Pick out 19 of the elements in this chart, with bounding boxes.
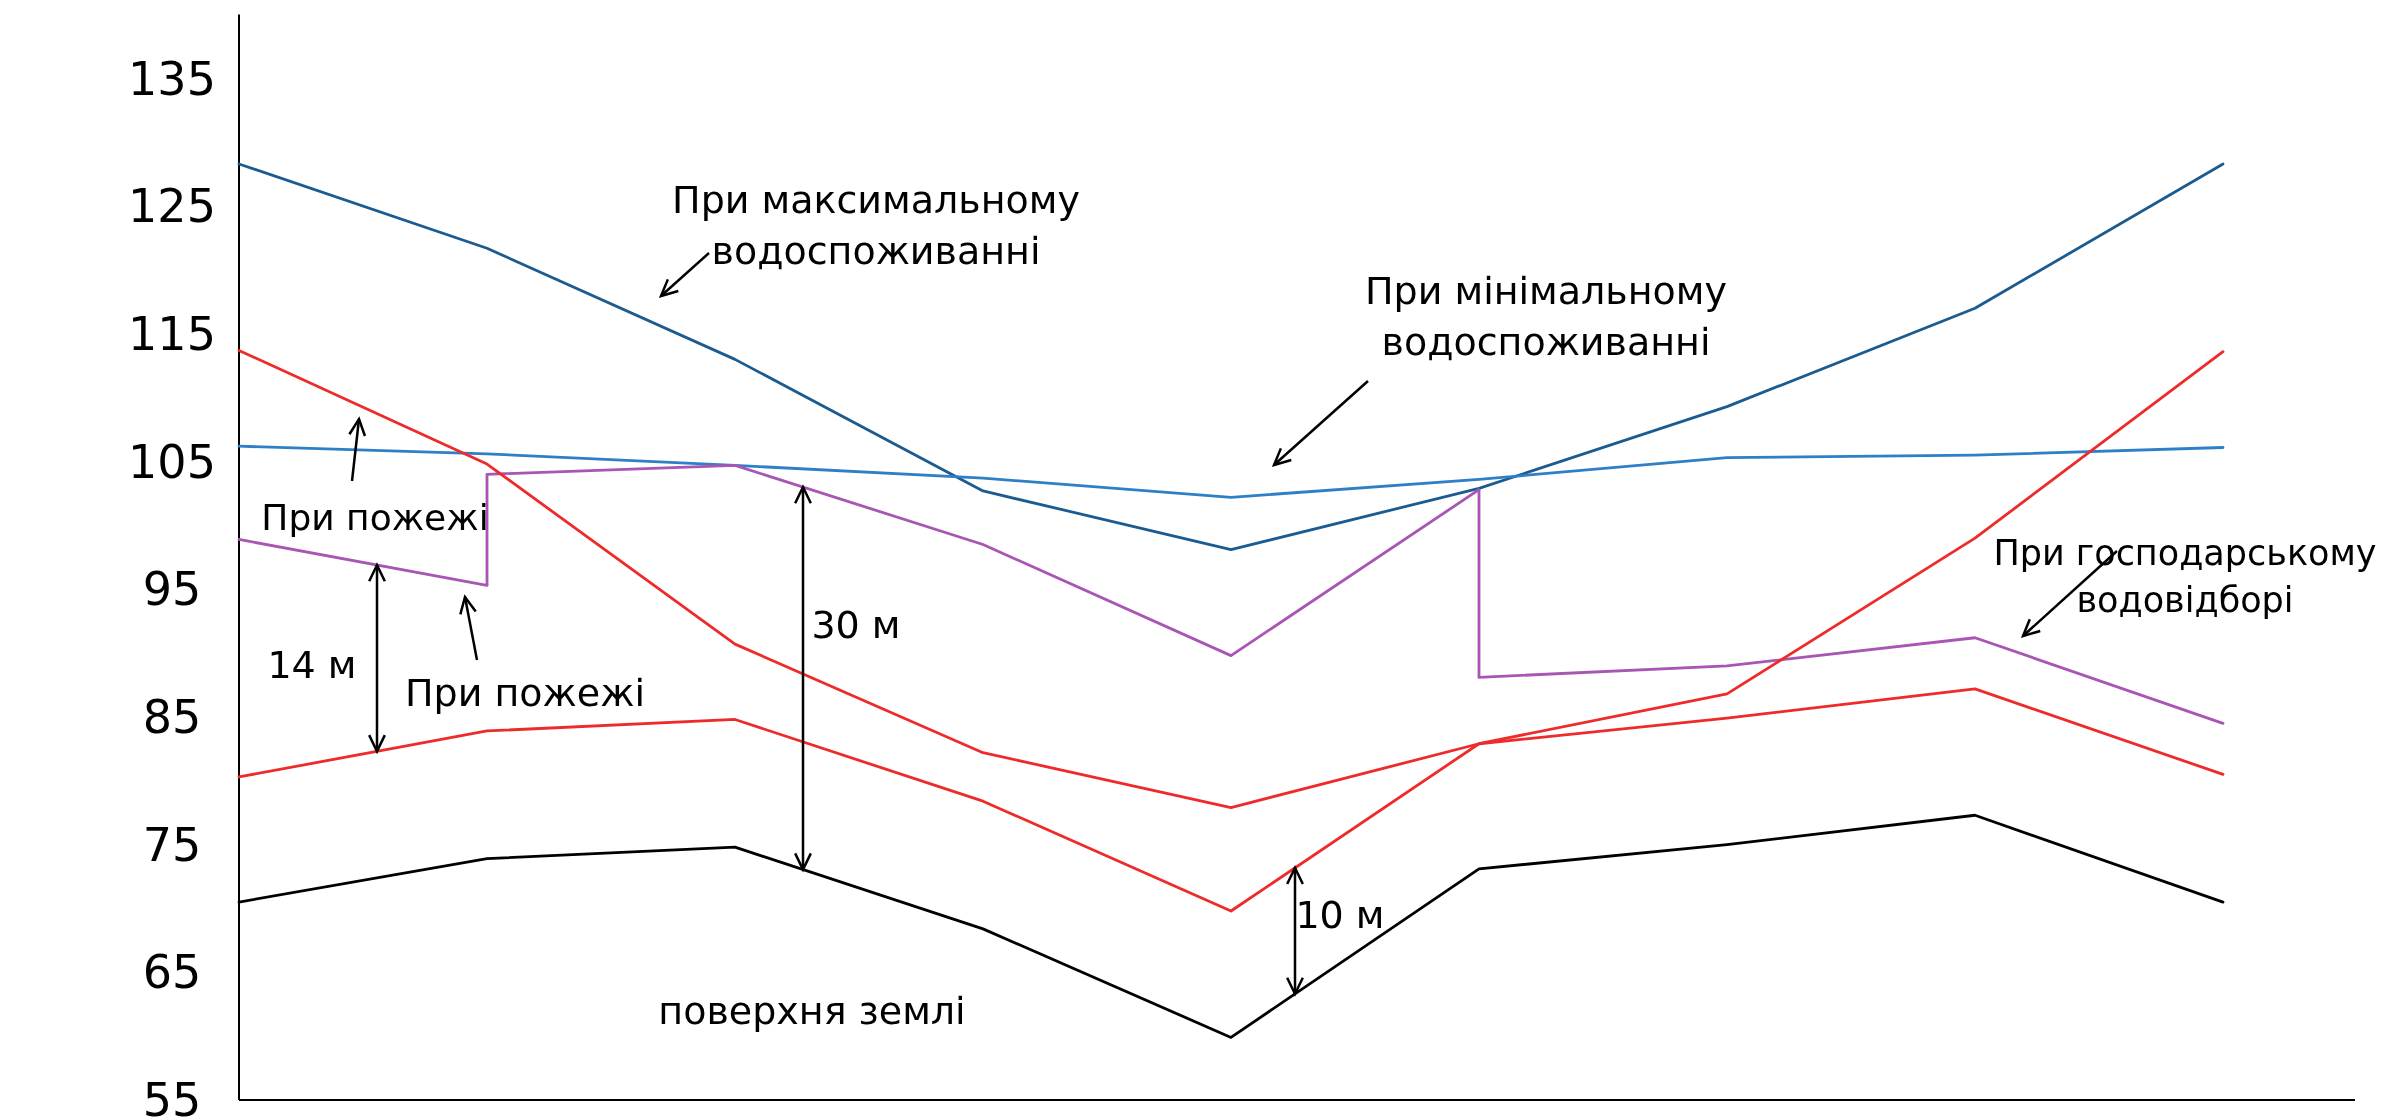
annotation: При пожежі [405, 671, 645, 716]
annotation: 14 м [267, 643, 357, 688]
annotation: поверхня землі [658, 989, 966, 1034]
annotation: При мінімальному водоспоживанні [1365, 268, 1727, 364]
y-tick-label: 95 [142, 562, 202, 617]
annotation: При максимальному водоспоживанні [672, 177, 1080, 273]
y-tick-label: 105 [128, 434, 216, 489]
y-tick-label: 115 [128, 306, 216, 361]
annotation: 10 м [1295, 893, 1385, 938]
y-tick-label: 65 [142, 945, 202, 1000]
annotation: При господарському водовідборі [1993, 532, 2377, 620]
y-tick-label: 135 [128, 51, 216, 106]
y-tick-label: 85 [142, 690, 202, 745]
y-tick-label: 75 [142, 817, 202, 872]
annotation: 30 м [811, 603, 901, 648]
y-tick-label: 125 [128, 179, 216, 234]
line-series [237, 444, 2225, 499]
annotation: При пожежі [261, 496, 489, 538]
y-tick-label: 55 [142, 1073, 202, 1120]
